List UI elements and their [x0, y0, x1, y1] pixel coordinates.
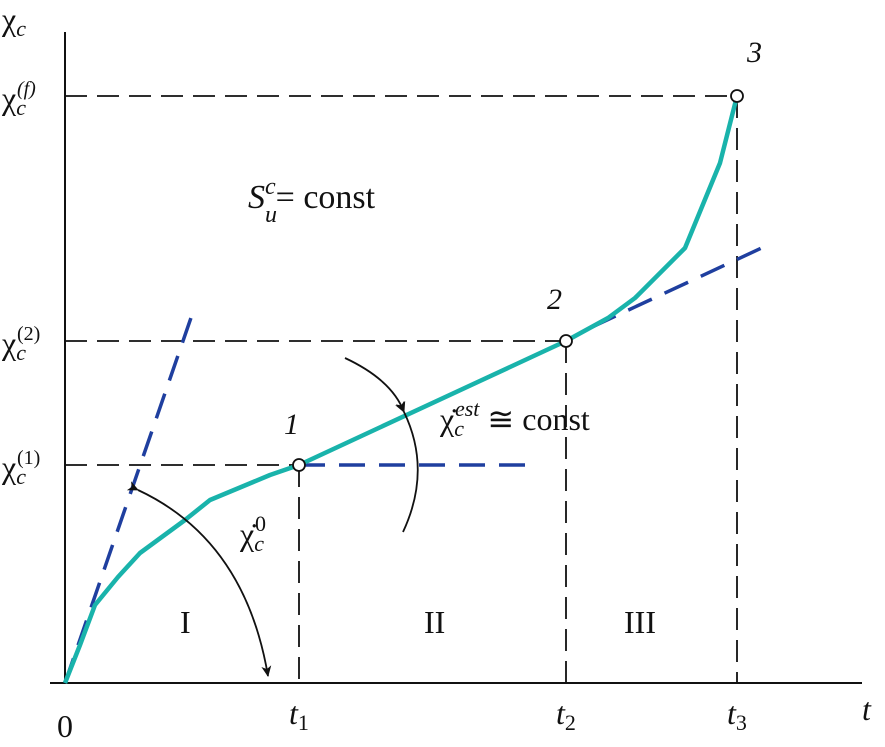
- point-2-label: 2: [547, 283, 562, 316]
- t1-label: t1: [289, 695, 309, 735]
- steady-angle-arc-lower: [395, 400, 419, 533]
- y-axis-label: χc: [1, 1, 26, 41]
- point-2-marker: [559, 334, 573, 348]
- initial-tangent-line: [63, 311, 195, 684]
- steady-tangent-line: [591, 243, 769, 329]
- guide-lines: [65, 95, 738, 683]
- chi-f-label: χc(f): [1, 78, 36, 120]
- t3-label: t3: [727, 695, 747, 735]
- stress-const-label: Suc= const: [248, 174, 376, 228]
- stage-2-label: II: [424, 604, 445, 640]
- chi-2-label: χc(2): [1, 323, 40, 365]
- stage-3-label: III: [624, 604, 656, 640]
- creep-curve: [62, 95, 740, 684]
- point-3-label: 3: [746, 36, 762, 69]
- steady-angle-arc-upper: [344, 357, 406, 413]
- chi-1-label: χc(1): [1, 447, 40, 489]
- x-axis-label: t: [862, 691, 872, 727]
- point-1-marker: [292, 458, 306, 472]
- t2-label: t2: [556, 695, 576, 735]
- stage-1-label: I: [180, 604, 191, 640]
- point-1-label: 1: [284, 408, 299, 441]
- initial-rate-label: χ̇c0: [239, 511, 266, 556]
- point-3-marker: [730, 89, 744, 103]
- initial-angle-arc: [126, 481, 272, 677]
- steady-rate-label: χ̇cest ≅ const: [439, 396, 590, 441]
- origin-label: 0: [57, 708, 73, 744]
